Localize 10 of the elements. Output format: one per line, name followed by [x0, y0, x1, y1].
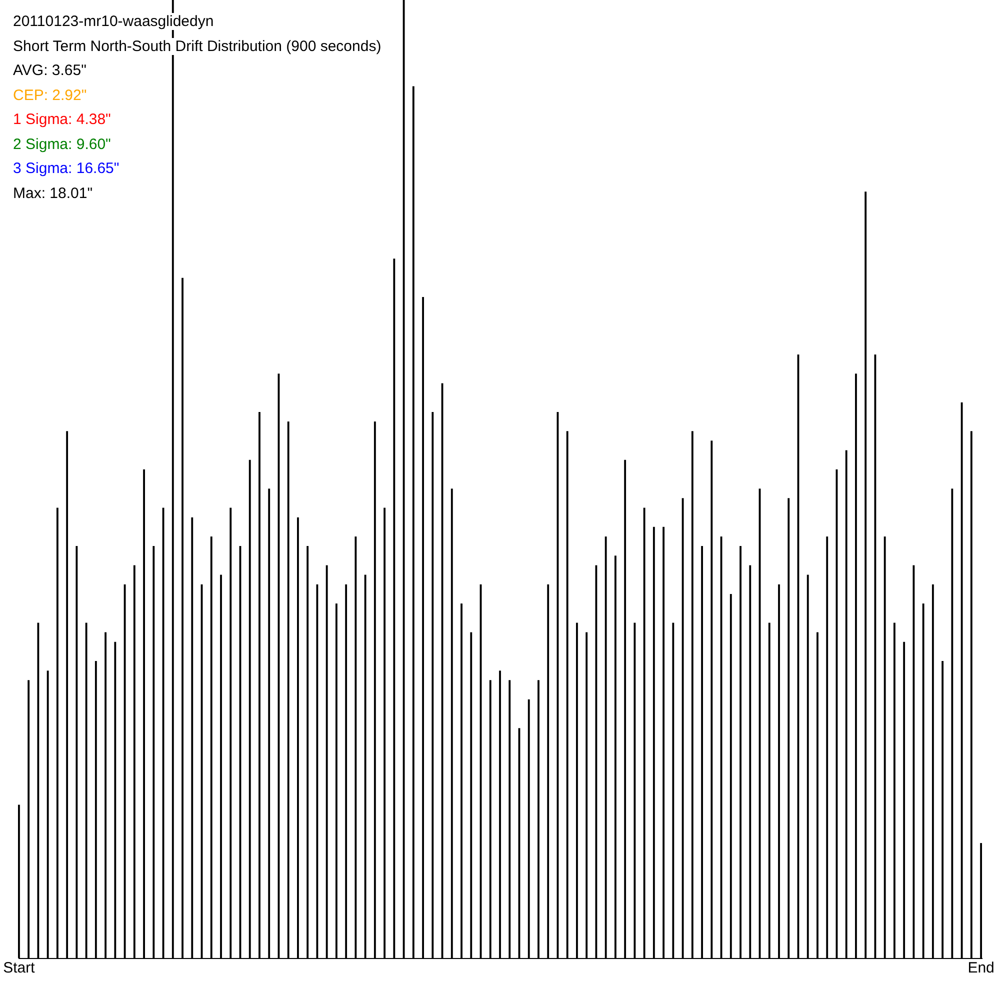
- annotation: CEP: 2.92": [13, 86, 87, 104]
- x-tick-label: Start: [3, 960, 36, 976]
- annotation: Max: 18.01": [13, 184, 93, 202]
- text: Short Term North-South Drift Distribution (900 seconds): [13, 38, 382, 54]
- annotation: 3 Sigma: 16.65": [13, 160, 120, 177]
- annotation: 1 Sigma: 4.38": [13, 111, 111, 128]
- annotation: AVG: 3.65": [13, 62, 86, 79]
- x-tick-label: End: [968, 960, 994, 976]
- text: 20110123-mr10-waasglidedyn: [13, 13, 214, 30]
- annotation: 2 Sigma: 9.60": [13, 136, 111, 152]
